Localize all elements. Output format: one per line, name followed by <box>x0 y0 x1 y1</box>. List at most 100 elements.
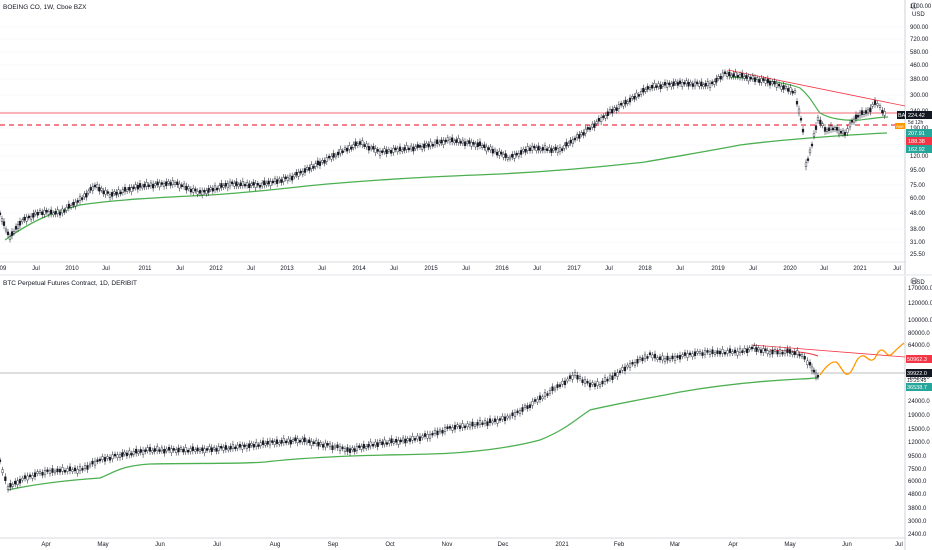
btc-candle-body <box>783 350 787 354</box>
boeing-candle-body <box>173 182 177 185</box>
btc-candle-body <box>678 355 682 360</box>
boeing-candle-body <box>205 190 208 194</box>
btc-candle-body <box>98 458 102 462</box>
boeing-candle-body <box>648 86 652 90</box>
boeing-candle-body <box>571 139 574 144</box>
boeing-candle-body <box>213 185 217 191</box>
btc-projection-path[interactable] <box>819 342 905 376</box>
btc-y-tick-label: 170000.0 <box>908 286 932 292</box>
boeing-candle-body <box>646 86 649 90</box>
gear-icon[interactable] <box>910 2 918 10</box>
btc-candle-body <box>191 446 194 451</box>
boeing-candle-body <box>633 96 636 100</box>
btc-long-ma[interactable] <box>7 377 819 491</box>
boeing-candle-body <box>717 76 720 79</box>
btc-candle-body <box>436 430 439 436</box>
boeing-candle-body <box>738 74 742 78</box>
btc-candle-body <box>348 448 352 453</box>
boeing-candle-body <box>169 182 172 186</box>
boeing-candle-body <box>644 89 647 92</box>
btc-candle-body <box>810 366 814 372</box>
boeing-candle-body <box>749 76 752 80</box>
btc-y-tick-label: 24000.0 <box>908 399 930 405</box>
boeing-candle-body <box>531 145 534 151</box>
boeing-candle-body <box>269 181 272 186</box>
boeing-candle-body <box>584 128 587 134</box>
boeing-candle-body <box>198 190 202 194</box>
boeing-candle-body <box>252 181 255 186</box>
boeing-candle-body <box>806 158 810 161</box>
boeing-candle-body <box>115 191 118 196</box>
boeing-candle-body <box>801 128 805 133</box>
btc-x-tick-label: Jun <box>842 542 852 548</box>
btc-candle-body <box>341 446 344 450</box>
btc-candle-body <box>86 465 89 470</box>
btc-candle-body <box>315 440 318 444</box>
btc-y-tick-label: 15000.0 <box>908 427 930 433</box>
boeing-candle-body <box>515 152 518 156</box>
boeing-candle-body <box>856 114 860 118</box>
boeing-candle-body <box>192 188 195 193</box>
svg-text:50962.3: 50962.3 <box>907 357 927 363</box>
btc-panel[interactable]: BTC Perpetual Futures Contract, 1D, DERI… <box>0 276 932 550</box>
boeing-candle-body <box>573 137 577 141</box>
btc-candle-body <box>701 352 704 356</box>
boeing-price-series[interactable] <box>0 68 886 243</box>
btc-trend-line[interactable] <box>751 344 906 358</box>
btc-candle-body <box>483 420 487 424</box>
boeing-candle-body <box>626 101 629 104</box>
boeing-candle-body <box>455 139 458 143</box>
btc-candle-body <box>698 351 702 354</box>
btc-candle-body <box>151 450 154 453</box>
boeing-trend-line[interactable] <box>727 69 906 107</box>
btc-candle-body <box>198 449 202 452</box>
btc-candle-body <box>66 468 69 472</box>
boeing-x-tick-label: Jul <box>676 266 684 272</box>
boeing-long-ma[interactable] <box>4 132 888 241</box>
btc-y-tick-label: 4800.0 <box>908 492 927 498</box>
boeing-candle-body <box>6 231 10 236</box>
btc-candle-body <box>353 448 356 452</box>
btc-candle-body <box>551 386 554 391</box>
boeing-currency-label: USD <box>912 12 925 18</box>
btc-candle-body <box>298 440 302 443</box>
boeing-candle-body <box>831 127 835 131</box>
boeing-short-ma[interactable] <box>729 76 889 121</box>
boeing-candle-body <box>346 147 349 152</box>
btc-candle-body <box>757 347 760 351</box>
btc-candle-body <box>778 349 782 354</box>
btc-candle-body <box>613 372 617 377</box>
btc-candle-body <box>68 466 72 471</box>
boeing-candle-body <box>446 137 449 142</box>
boeing-panel[interactable]: BOEING CO, 1W, Cboe BZX USD 09 Jul 2010 Jul… <box>0 0 932 275</box>
btc-candle-body <box>156 446 159 451</box>
boeing-x-tick-label: 2021 <box>853 266 867 272</box>
btc-candle-body <box>58 468 62 473</box>
btc-candle-body <box>93 460 97 466</box>
boeing-candle-body <box>385 149 388 154</box>
btc-candle-body <box>501 415 504 420</box>
btc-candle-body <box>708 351 712 355</box>
boeing-candle-body <box>736 75 739 78</box>
btc-price-series[interactable] <box>0 342 820 493</box>
btc-candle-body <box>596 381 599 386</box>
boeing-candle-body <box>659 84 662 89</box>
boeing-candle-body <box>196 190 199 195</box>
btc-candle-body <box>793 351 796 355</box>
btc-candle-body <box>718 350 722 355</box>
boeing-candle-body <box>657 83 660 87</box>
boeing-candle-body <box>799 118 803 121</box>
btc-candle-body <box>336 444 339 448</box>
boeing-candle-body <box>653 83 656 88</box>
btc-candle-body <box>526 405 529 409</box>
boeing-candle-body <box>745 74 748 79</box>
btc-candle-body <box>416 435 419 440</box>
btc-candle-body <box>31 475 34 479</box>
boeing-candle-body <box>506 157 509 160</box>
boeing-candle-body <box>403 147 406 151</box>
btc-candle-body <box>243 444 246 447</box>
boeing-candle-body <box>666 83 669 88</box>
boeing-candle-body <box>723 71 727 75</box>
gear-icon[interactable] <box>910 277 918 285</box>
